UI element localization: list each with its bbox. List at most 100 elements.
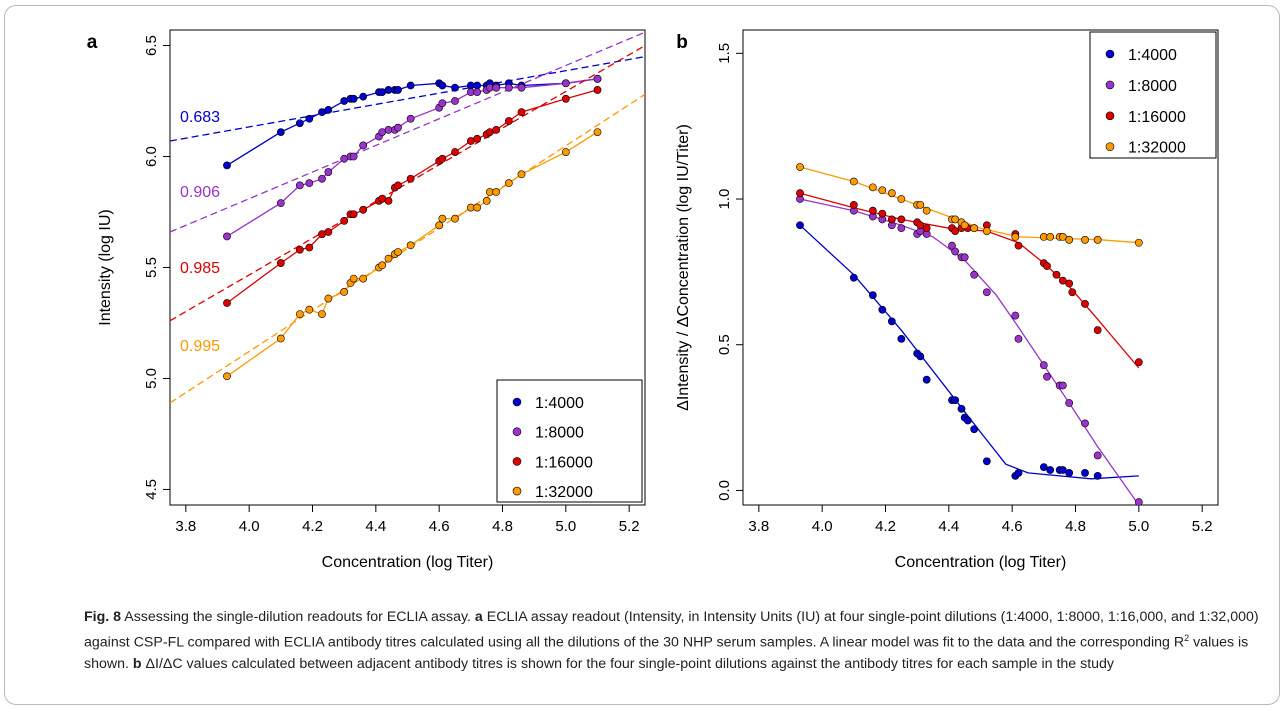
- fit-line-1-8000: [170, 31, 645, 233]
- data-point-1-16000: [349, 210, 358, 219]
- plot-area: [796, 163, 1143, 505]
- data-point-1-16000: [916, 221, 925, 230]
- data-point-1-32000: [970, 224, 979, 233]
- data-point-1-8000: [1043, 372, 1051, 381]
- r2-annotation-1-4000: 0.683: [180, 109, 220, 126]
- data-point-1-16000: [561, 94, 570, 103]
- x-tick-label: 4.6: [429, 518, 450, 535]
- data-point-1-16000: [305, 243, 314, 252]
- data-point-1-8000: [517, 83, 526, 92]
- data-point-1-32000: [406, 241, 415, 250]
- x-tick-label: 4.0: [812, 518, 833, 535]
- data-point-1-8000: [982, 288, 991, 297]
- x-axis-label: Concentration (log Titer): [895, 554, 1067, 571]
- data-point-1-16000: [1052, 270, 1061, 279]
- legend-label: 1:4000: [1128, 47, 1177, 64]
- data-point-1-16000: [922, 224, 931, 233]
- legend-marker: [1105, 49, 1115, 59]
- data-point-1-4000: [1081, 469, 1089, 477]
- legend-label: 1:16000: [535, 454, 593, 471]
- data-point-1-4000: [406, 81, 415, 90]
- data-point-1-16000: [1065, 279, 1074, 288]
- caption-part-a-text: ECLIA assay readout (Intensity, in Inten…: [84, 609, 1259, 651]
- x-tick-label: 4.0: [239, 518, 260, 535]
- data-point-1-4000: [970, 425, 979, 434]
- data-point-1-16000: [887, 215, 896, 224]
- data-point-1-4000: [324, 106, 333, 114]
- data-point-1-32000: [796, 163, 804, 171]
- x-tick-label: 4.6: [1002, 518, 1023, 535]
- fit-line-1-4000: [170, 55, 645, 142]
- data-point-1-8000: [349, 152, 358, 161]
- data-point-1-16000: [223, 299, 231, 307]
- y-tick-label: 5.5: [143, 257, 160, 278]
- data-point-1-8000: [593, 74, 602, 83]
- data-point-1-8000: [492, 83, 501, 92]
- data-point-1-8000: [451, 97, 459, 105]
- r2-annotation-1-16000: 0.985: [180, 260, 220, 277]
- data-point-1-4000: [305, 114, 314, 123]
- data-point-1-8000: [1014, 334, 1023, 343]
- data-point-1-8000: [1093, 451, 1102, 460]
- data-point-1-4000: [897, 334, 906, 343]
- data-point-1-16000: [359, 205, 368, 214]
- data-point-1-8000: [1058, 381, 1067, 390]
- data-point-1-4000: [1058, 466, 1067, 474]
- figure-chart-svg: a 3.8 4.0 4.2 4.4 4.6 4.8 5.0 5.2 4.5 5.0 5.5 6.0 6.5…: [87, 29, 1219, 571]
- trend-curve-1-8000: [799, 198, 1140, 505]
- panel-letter-a: a: [87, 32, 98, 53]
- data-point-1-8000: [1011, 311, 1020, 320]
- data-point-1-16000: [796, 189, 804, 198]
- data-point-1-16000: [1093, 326, 1102, 335]
- data-point-1-8000: [394, 123, 402, 132]
- data-point-1-16000: [1134, 358, 1143, 367]
- x-tick-label: 4.8: [1065, 518, 1086, 535]
- legend-label: 1:4000: [535, 395, 584, 412]
- data-point-1-8000: [1081, 419, 1089, 428]
- data-point-1-4000: [438, 81, 447, 90]
- data-point-1-4000: [1093, 471, 1102, 480]
- data-point-1-32000: [1011, 233, 1020, 241]
- data-point-1-4000: [878, 305, 887, 314]
- data-point-1-32000: [359, 274, 368, 283]
- legend-marker: [512, 457, 522, 466]
- y-tick-label: 6.0: [143, 146, 160, 167]
- data-point-1-16000: [406, 174, 415, 183]
- data-point-1-32000: [1134, 238, 1143, 247]
- data-point-1-16000: [1058, 276, 1067, 285]
- y-tick-label: 5.0: [143, 368, 160, 389]
- r2-annotation-1-8000: 0.906: [180, 184, 220, 201]
- x-tick-label: 4.4: [938, 518, 959, 535]
- data-point-1-4000: [963, 416, 972, 425]
- data-point-1-32000: [378, 261, 387, 270]
- data-point-1-16000: [1068, 288, 1077, 297]
- x-axis-label: Concentration (log Titer): [322, 554, 494, 571]
- data-point-1-4000: [349, 94, 358, 103]
- data-point-1-32000: [982, 227, 991, 235]
- data-point-1-4000: [276, 128, 285, 137]
- data-point-1-8000: [951, 247, 960, 256]
- legend-label: 1:8000: [1128, 78, 1177, 95]
- data-point-1-16000: [384, 197, 393, 205]
- data-point-1-8000: [897, 224, 906, 233]
- data-point-1-16000: [517, 108, 526, 117]
- data-point-1-8000: [276, 199, 285, 208]
- trend-curve-1-8000: [226, 78, 598, 237]
- data-point-1-8000: [223, 232, 231, 241]
- data-point-1-4000: [849, 273, 858, 282]
- data-point-1-4000: [359, 92, 368, 101]
- caption-part-a-tail: values is shown.: [84, 634, 1249, 672]
- legend-box: [496, 379, 643, 503]
- data-point-1-4000: [868, 291, 877, 300]
- data-point-1-4000: [223, 161, 231, 170]
- legend: 1:4000 1:8000 1:16000 1:32000: [496, 379, 643, 503]
- fit-line-1-32000: [170, 93, 645, 404]
- data-point-1-32000: [897, 195, 906, 203]
- data-point-1-8000: [295, 181, 304, 190]
- data-point-1-4000: [796, 221, 804, 230]
- y-tick-label: 1.5: [716, 43, 733, 64]
- legend-marker: [512, 427, 522, 436]
- data-point-1-8000: [438, 99, 447, 108]
- x-tick-label: 3.8: [175, 518, 196, 535]
